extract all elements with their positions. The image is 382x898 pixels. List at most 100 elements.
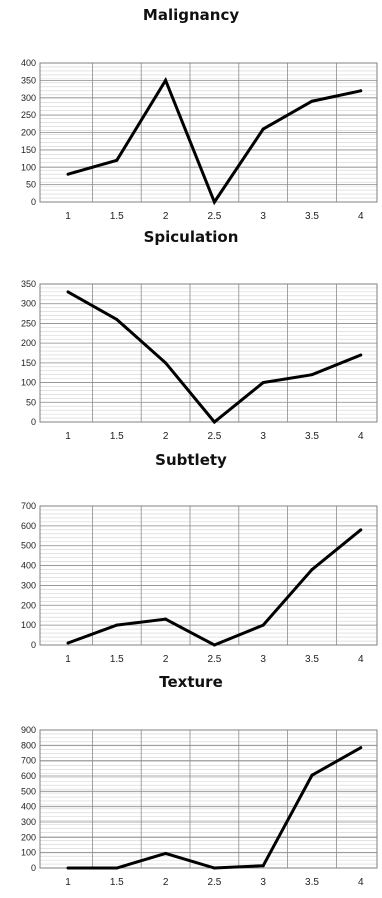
data-point [212,866,216,870]
y-tick-label: 0 [31,640,36,650]
plot-border [39,283,378,423]
line-chart: 0 50 100 150 200 250 300 350 400 1 1.5 2 2.5 3 3.5 4 [21,58,378,222]
y-tick-label: 0 [31,417,36,427]
plot-area [40,730,377,868]
x-tick-label: 3.5 [305,654,319,665]
x-tick-label: 1 [65,211,71,222]
data-point [359,353,363,357]
x-tick-label: 1.5 [110,211,124,222]
chart-title: Spiculation [143,228,239,246]
x-tick-label: 3 [260,877,266,888]
x-tick-label: 1.5 [110,431,124,442]
y-tick-label: 200 [21,832,36,842]
plot-border [39,505,378,646]
x-tick-label: 3 [260,431,266,442]
x-tick-label: 2 [163,211,169,222]
chart-title: Malignancy [142,6,240,24]
data-point [115,317,119,321]
x-tick-label: 2.5 [207,211,221,222]
y-tick-label: 350 [21,279,36,289]
y-tick-label: 50 [26,397,36,407]
y-tick-label: 200 [21,600,36,610]
y-tick-label: 800 [21,740,36,750]
data-point [261,623,265,627]
line-chart: 0 100 200 300 400 500 600 700 800 900 1 1.5 2 2.5 3 3.5… [21,725,378,888]
data-point [261,864,265,868]
x-tick-label: 2.5 [207,877,221,888]
y-tick-label: 100 [21,848,36,858]
data-point [164,617,168,621]
chart-title: Texture [159,673,223,691]
data-point [164,851,168,855]
y-tick-label: 300 [21,93,36,103]
y-tick-label: 700 [21,756,36,766]
x-tick-label: 4 [358,654,364,665]
y-tick-label: 500 [21,786,36,796]
y-tick-label: 250 [21,110,36,120]
y-tick-label: 100 [21,378,36,388]
data-point [212,420,216,424]
data-point [310,568,314,572]
x-tick-label: 2 [163,877,169,888]
data-point [66,866,70,870]
y-tick-label: 150 [21,358,36,368]
x-tick-label: 1 [65,431,71,442]
line-chart: 0 100 200 300 400 500 600 700 1 1.5 2 2.5 3 3.5 4 [21,501,378,665]
y-tick-label: 400 [21,802,36,812]
y-tick-label: 0 [31,197,36,207]
data-point [115,158,119,162]
data-point [261,381,265,385]
y-tick-label: 600 [21,521,36,531]
x-tick-label: 2.5 [207,654,221,665]
y-tick-label: 500 [21,541,36,551]
data-point [359,89,363,93]
y-tick-label: 150 [21,145,36,155]
y-tick-label: 0 [31,863,36,873]
y-tick-label: 200 [21,128,36,138]
data-point [66,641,70,645]
y-tick-label: 300 [21,817,36,827]
y-tick-label: 250 [21,318,36,328]
data-point [359,528,363,532]
y-tick-label: 600 [21,771,36,781]
chart-title: Subtlety [155,451,227,469]
data-point [66,172,70,176]
x-tick-label: 2.5 [207,431,221,442]
y-tick-label: 50 [26,180,36,190]
y-tick-label: 350 [21,75,36,85]
x-tick-label: 3.5 [305,877,319,888]
x-tick-label: 2 [163,431,169,442]
x-tick-label: 4 [358,431,364,442]
y-tick-label: 100 [21,620,36,630]
x-tick-label: 1.5 [110,654,124,665]
y-tick-label: 300 [21,580,36,590]
x-tick-label: 3.5 [305,211,319,222]
y-tick-label: 400 [21,561,36,571]
data-point [310,373,314,377]
x-tick-label: 1.5 [110,877,124,888]
x-tick-label: 3 [260,654,266,665]
y-tick-label: 100 [21,162,36,172]
x-tick-label: 1 [65,877,71,888]
data-point [310,99,314,103]
plot-area [40,506,377,645]
y-tick-label: 700 [21,501,36,511]
line-chart: 0 50 100 150 200 250 300 350 1 1.5 2 2.5 3 3.5 4 [21,279,378,442]
plot-border [39,729,378,869]
data-point [212,643,216,647]
data-point [359,746,363,750]
y-tick-label: 400 [21,58,36,68]
y-tick-label: 900 [21,725,36,735]
y-tick-label: 300 [21,299,36,309]
data-point [261,127,265,131]
x-tick-label: 4 [358,211,364,222]
data-point [115,866,119,870]
data-point [212,200,216,204]
data-point [164,361,168,365]
data-point [115,623,119,627]
x-tick-label: 3 [260,211,266,222]
plot-border [39,62,378,203]
data-point [310,773,314,777]
x-tick-label: 2 [163,654,169,665]
x-tick-label: 1 [65,654,71,665]
